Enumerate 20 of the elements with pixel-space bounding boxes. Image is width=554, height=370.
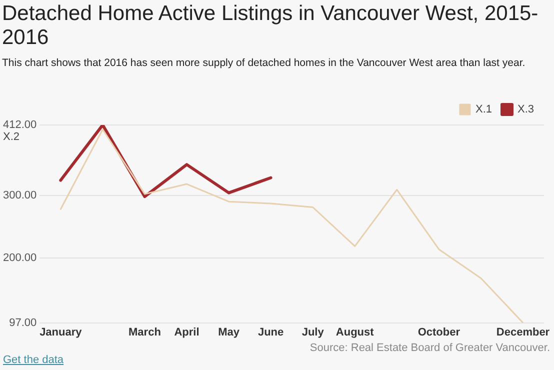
x-tick-label: October (418, 326, 461, 338)
text: Get the data (3, 354, 64, 366)
legend-label: X.1 (475, 104, 492, 116)
chart-subtitle: This chart shows that 2016 has seen more supply of detached homes in the Vancouver West area than last year. (2, 56, 526, 70)
x-tick-label: March (128, 326, 162, 338)
y-tick-label: 97.00 (9, 316, 37, 329)
chart-title: Detached Home Active Listings in Vancouver West, 2015-2016 (2, 2, 540, 50)
y-axis-title: X.2 (3, 131, 20, 143)
x-tick-label: July (302, 326, 325, 338)
x-tick-label: December (496, 326, 550, 338)
x-tick-label: April (174, 326, 200, 338)
y-tick-label: 412.00 (2, 119, 37, 132)
x-tick-label: May (218, 326, 240, 338)
source-note: Source: Real Estate Board of Greater Vancouver. (310, 342, 550, 354)
y-tick-label: 300.00 (2, 189, 37, 202)
x-tick-label: August (336, 326, 374, 338)
y-tick-label: 200.00 (2, 252, 37, 264)
legend-label: X.3 (517, 104, 534, 116)
x-tick-label: June (258, 326, 284, 338)
x-tick-label: January (40, 326, 83, 338)
